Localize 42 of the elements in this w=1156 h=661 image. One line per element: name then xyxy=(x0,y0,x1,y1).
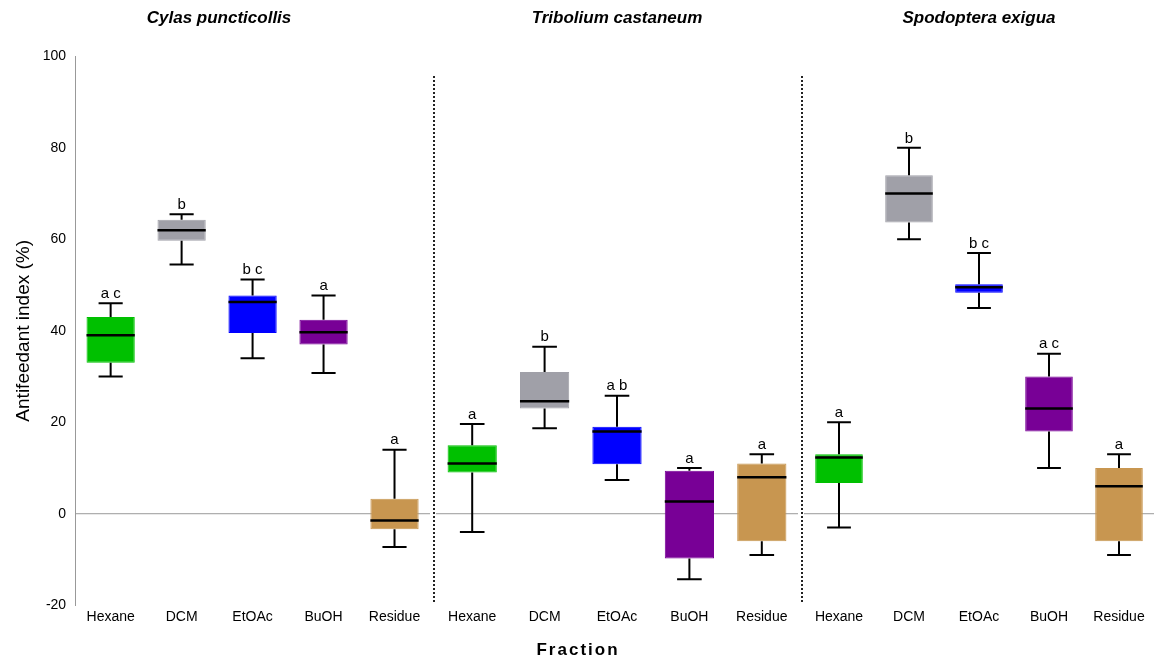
annotation: b c xyxy=(242,260,264,278)
x-tick-label: Hexane xyxy=(448,608,497,625)
y-tick-label: 60 xyxy=(50,230,67,247)
x-axis-title: Fraction xyxy=(535,640,621,660)
annotation: a b xyxy=(606,376,628,394)
annotation: a c xyxy=(100,284,122,301)
annotation: a c xyxy=(1038,334,1060,352)
x-tick-label: DCM xyxy=(528,608,561,625)
annotation: a xyxy=(390,430,400,448)
x-tick-label: BuOH xyxy=(1029,608,1069,625)
y-tick-label: 0 xyxy=(58,504,67,521)
annotation: a xyxy=(685,448,695,466)
annotation: b c xyxy=(968,233,990,251)
x-tick-label: BuOH xyxy=(670,608,709,625)
y-tick-label: 100 xyxy=(42,47,67,64)
y-tick-label: 80 xyxy=(50,138,67,155)
annotation: a xyxy=(834,402,844,420)
x-tick-label: Hexane xyxy=(814,608,864,625)
y-tick-label: -20 xyxy=(45,596,67,613)
x-tick-label: EtOAc xyxy=(596,608,638,625)
x-tick-label: DCM xyxy=(893,608,925,625)
annotation: b xyxy=(540,327,549,345)
x-tick-label: Residue xyxy=(736,608,788,625)
x-tick-label: Residue xyxy=(1093,608,1145,625)
chart-title: Cylas puncticollis xyxy=(146,7,292,27)
annotation: a xyxy=(468,404,478,422)
chart-title: Spodoptera exigua xyxy=(902,7,1056,27)
annotation: a xyxy=(319,276,329,294)
annotation: b xyxy=(177,194,186,212)
annotation: b xyxy=(904,128,914,146)
annotation: a xyxy=(757,434,767,452)
chart-title: Tribolium castaneum xyxy=(531,7,703,27)
annotation: a xyxy=(1114,434,1124,452)
x-tick-label: Residue xyxy=(368,608,421,625)
x-tick-label: EtOAc xyxy=(232,608,273,625)
x-tick-label: Hexane xyxy=(86,608,135,625)
y-tick-label: 40 xyxy=(50,321,67,338)
y-axis-title: Antifeedant index (%) xyxy=(11,239,33,422)
x-tick-label: EtOAc xyxy=(958,608,1000,625)
y-tick-label: 20 xyxy=(50,413,67,430)
x-tick-label: DCM xyxy=(165,608,198,625)
x-tick-label: BuOH xyxy=(304,608,343,625)
